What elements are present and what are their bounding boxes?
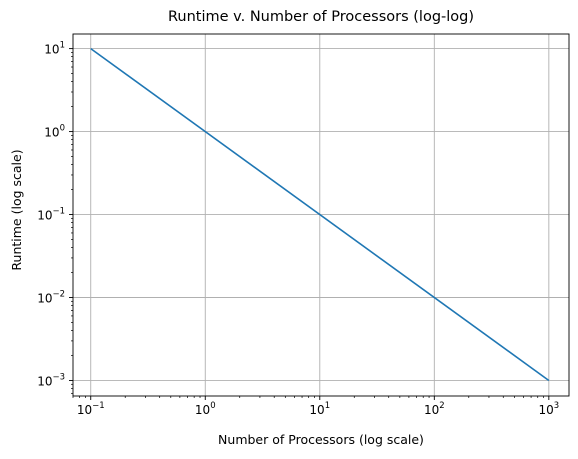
major-ticks — [69, 48, 550, 400]
y-axis-label: Runtime (log scale) — [9, 149, 24, 270]
x-tick-label: 102 — [424, 401, 445, 417]
x-tick-labels: 10−1 100 101 102 103 — [77, 401, 559, 417]
y-tick-labels: 10−3 10−2 10−1 100 101 — [37, 41, 65, 389]
y-tick-label: 10−1 — [37, 207, 65, 223]
x-tick-label: 10−1 — [77, 401, 105, 417]
y-tick-label: 10−2 — [37, 290, 65, 306]
y-tick-label: 101 — [44, 41, 65, 57]
plot-series — [90, 47, 550, 382]
x-tick-label: 103 — [538, 401, 559, 417]
chart-title: Runtime v. Number of Processors (log-log… — [168, 9, 474, 25]
runtime-series-line — [90, 47, 550, 382]
x-axis-label: Number of Processors (log scale) — [218, 432, 424, 447]
y-tick-label: 10−3 — [37, 372, 65, 388]
grid-lines — [73, 34, 569, 396]
x-tick-label: 100 — [195, 401, 216, 417]
plot-frame — [72, 33, 570, 397]
x-tick-label: 101 — [309, 401, 330, 417]
y-tick-label: 100 — [44, 124, 65, 140]
